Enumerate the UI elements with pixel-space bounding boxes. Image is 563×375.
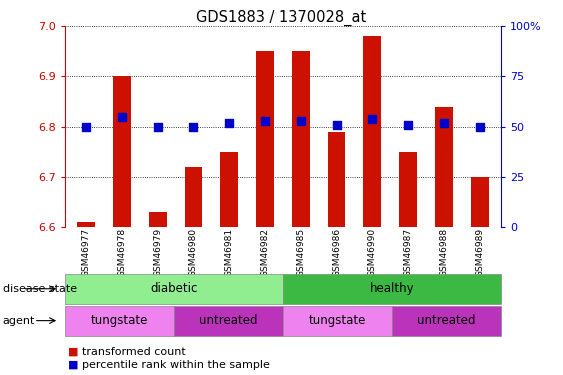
Bar [113,76,131,227]
Text: percentile rank within the sample: percentile rank within the sample [82,360,270,369]
Point [82,124,91,130]
Point [189,124,198,130]
Text: transformed count: transformed count [82,347,185,357]
Bar [77,222,95,227]
Bar [435,106,453,227]
Point [404,122,413,128]
Point [153,124,162,130]
Text: healthy: healthy [370,282,414,295]
Bar [471,177,489,227]
Text: untreated: untreated [417,314,476,327]
Bar [256,51,274,227]
Point [296,117,305,123]
Text: disease state: disease state [3,284,77,294]
Bar [328,132,346,227]
Bar [292,51,310,227]
Text: tungstate: tungstate [91,314,148,327]
Point [118,114,127,120]
Text: GDS1883 / 1370028_at: GDS1883 / 1370028_at [196,9,367,26]
Text: ■: ■ [68,360,78,369]
Point [261,117,270,123]
Text: agent: agent [3,316,35,326]
Point [439,120,448,126]
Text: ■: ■ [68,347,78,357]
Text: diabetic: diabetic [150,282,198,295]
Bar [363,36,381,227]
Text: tungstate: tungstate [309,314,366,327]
Text: untreated: untreated [199,314,258,327]
Bar [149,212,167,227]
Bar [185,167,203,227]
Point [368,116,377,122]
Bar [220,152,238,227]
Point [332,122,341,128]
Point [225,120,234,126]
Point [475,124,484,130]
Bar [399,152,417,227]
